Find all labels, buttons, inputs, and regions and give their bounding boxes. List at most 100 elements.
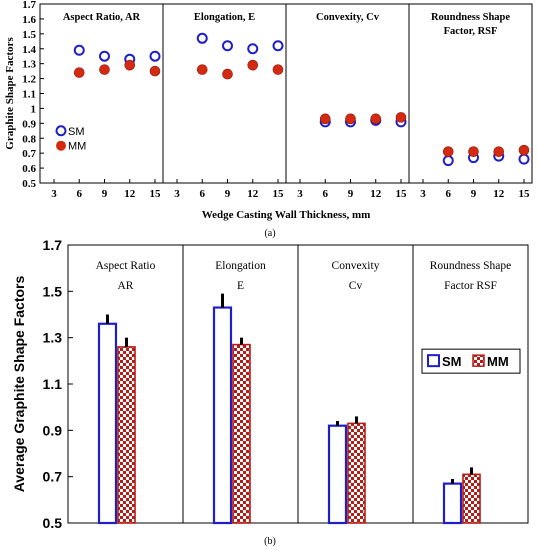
category-title-line1: Convexity: [332, 260, 380, 272]
y-tick-label: 0.9: [22, 118, 36, 130]
x-tick-label: 9: [102, 188, 108, 200]
x-tick-label: 6: [77, 188, 83, 200]
x-tick-label: 3: [174, 188, 180, 200]
caption-a: (a): [264, 228, 275, 239]
panel-title-line2: Factor, RSF: [444, 26, 498, 37]
mm-point: [370, 113, 382, 125]
y-tick-label: 0.5: [43, 515, 63, 531]
y-tick-label: 0.9: [43, 422, 63, 438]
mm-point: [272, 64, 284, 75]
y-tick-label: 1.7: [43, 237, 63, 253]
x-tick-label: 12: [247, 188, 259, 200]
sm-bar: [442, 482, 463, 525]
sm-bar: [327, 424, 348, 525]
x-tick-label: 3: [420, 188, 426, 200]
panel-title: Aspect Ratio, AR: [63, 12, 141, 23]
x-tick-label: 12: [370, 188, 382, 200]
panel-title-line1: Roundness Shape: [431, 12, 510, 23]
panel-title: Convexity, Cv: [316, 12, 380, 23]
mm-bar: [462, 473, 481, 524]
sm-point: [272, 40, 284, 52]
y-axis-label: Average Graphite Shape Factors: [11, 276, 27, 493]
x-tick-label: 15: [519, 188, 531, 200]
x-tick-label: 3: [297, 188, 303, 200]
x-tick-label: 9: [225, 188, 231, 200]
mm-point: [518, 144, 530, 156]
y-tick-label: 1.1: [43, 376, 63, 392]
category-title-line1: Aspect Ratio: [96, 260, 156, 272]
x-tick-label: 12: [493, 188, 505, 200]
legend-mm-label: MM: [487, 354, 509, 369]
x-tick-label: 6: [446, 188, 452, 200]
x-axis-label: Wedge Casting Wall Thickness, mm: [202, 209, 371, 221]
y-tick-label: 0.6: [22, 163, 36, 175]
y-tick-label: 1.5: [43, 283, 63, 299]
mm-point: [149, 65, 161, 77]
y-tick-label: 1.4: [22, 44, 36, 56]
mm-point: [319, 113, 331, 125]
y-tick-label: 1.5: [22, 29, 36, 41]
sm-point: [99, 50, 110, 62]
category-title-line2: E: [237, 280, 244, 292]
mm-point: [345, 113, 356, 125]
x-tick-label: 12: [124, 188, 136, 200]
y-tick-label: 0.5: [22, 178, 36, 190]
mm-point: [247, 59, 259, 71]
sm-point: [196, 32, 208, 44]
mm-point: [395, 112, 407, 123]
y-tick-label: 1.1: [22, 89, 36, 101]
y-tick-label: 0.8: [22, 133, 36, 145]
mm-point: [196, 64, 208, 75]
sm-point: [149, 50, 161, 62]
x-tick-label: 15: [150, 188, 162, 200]
category-title-line1: Roundness Shape: [430, 260, 511, 272]
mm-point: [493, 146, 505, 157]
bar-chart-b: 0.5 0.7 0.9 1.1 1.3 1.5 1.7 Aspect Ratio AR Elong…: [11, 237, 529, 547]
category-title-line1: Elongation: [215, 260, 266, 272]
mm-point: [222, 68, 233, 80]
y-tick-label: 0.7: [43, 469, 63, 485]
y-tick-label: 1: [31, 103, 37, 115]
y-tick-label: 1.7: [22, 0, 36, 11]
y-tick-label: 1.3: [43, 330, 63, 346]
sm-bar: [97, 322, 118, 525]
category-title-line2: AR: [118, 280, 134, 292]
y-tick-label: 1.6: [22, 14, 36, 26]
legend-sm-label: SM: [442, 354, 462, 369]
mm-point: [124, 59, 136, 71]
x-tick-label: 6: [323, 188, 329, 200]
x-tick-label: 15: [396, 188, 408, 200]
sm-point: [442, 155, 454, 167]
caption-b: (b): [264, 536, 276, 547]
y-axis-label: Graphite Shape Factors: [4, 37, 16, 150]
x-tick-label: 9: [471, 188, 477, 200]
legend-mm-marker: [472, 354, 485, 367]
category-title-line2: Cv: [349, 280, 363, 292]
sm-point: [222, 40, 233, 52]
legend-sm-marker: [427, 354, 440, 368]
sm-bar: [212, 306, 233, 525]
mm-point: [73, 67, 85, 78]
sm-point: [247, 43, 259, 55]
legend-sm-label: SM: [68, 126, 85, 138]
category-title-line2: Factor RSF: [444, 280, 497, 292]
panel-title: Elongation, E: [194, 12, 255, 23]
y-tick-label: 1.3: [22, 59, 36, 71]
mm-point: [99, 64, 110, 75]
x-tick-label: 15: [273, 188, 285, 200]
mm-bar: [117, 346, 136, 524]
legend-mm-marker: [56, 140, 66, 151]
mm-point: [468, 146, 479, 157]
mm-bar: [232, 343, 251, 524]
x-tick-label: 9: [348, 188, 354, 200]
x-tick-label: 6: [200, 188, 206, 200]
scatter-chart-a: 0.5 0.6 0.7 0.8 0.9 1 1.1 1.2 1.3 1.4 1.5 1.6 1.7 Asp…: [4, 0, 533, 239]
x-tick-label: 3: [51, 188, 57, 200]
mm-point: [442, 146, 454, 157]
y-tick-label: 0.7: [22, 148, 36, 160]
y-tick-label: 1.2: [22, 74, 36, 86]
sm-point: [518, 153, 530, 165]
legend-sm-marker: [55, 125, 67, 137]
mm-bar: [347, 422, 366, 524]
